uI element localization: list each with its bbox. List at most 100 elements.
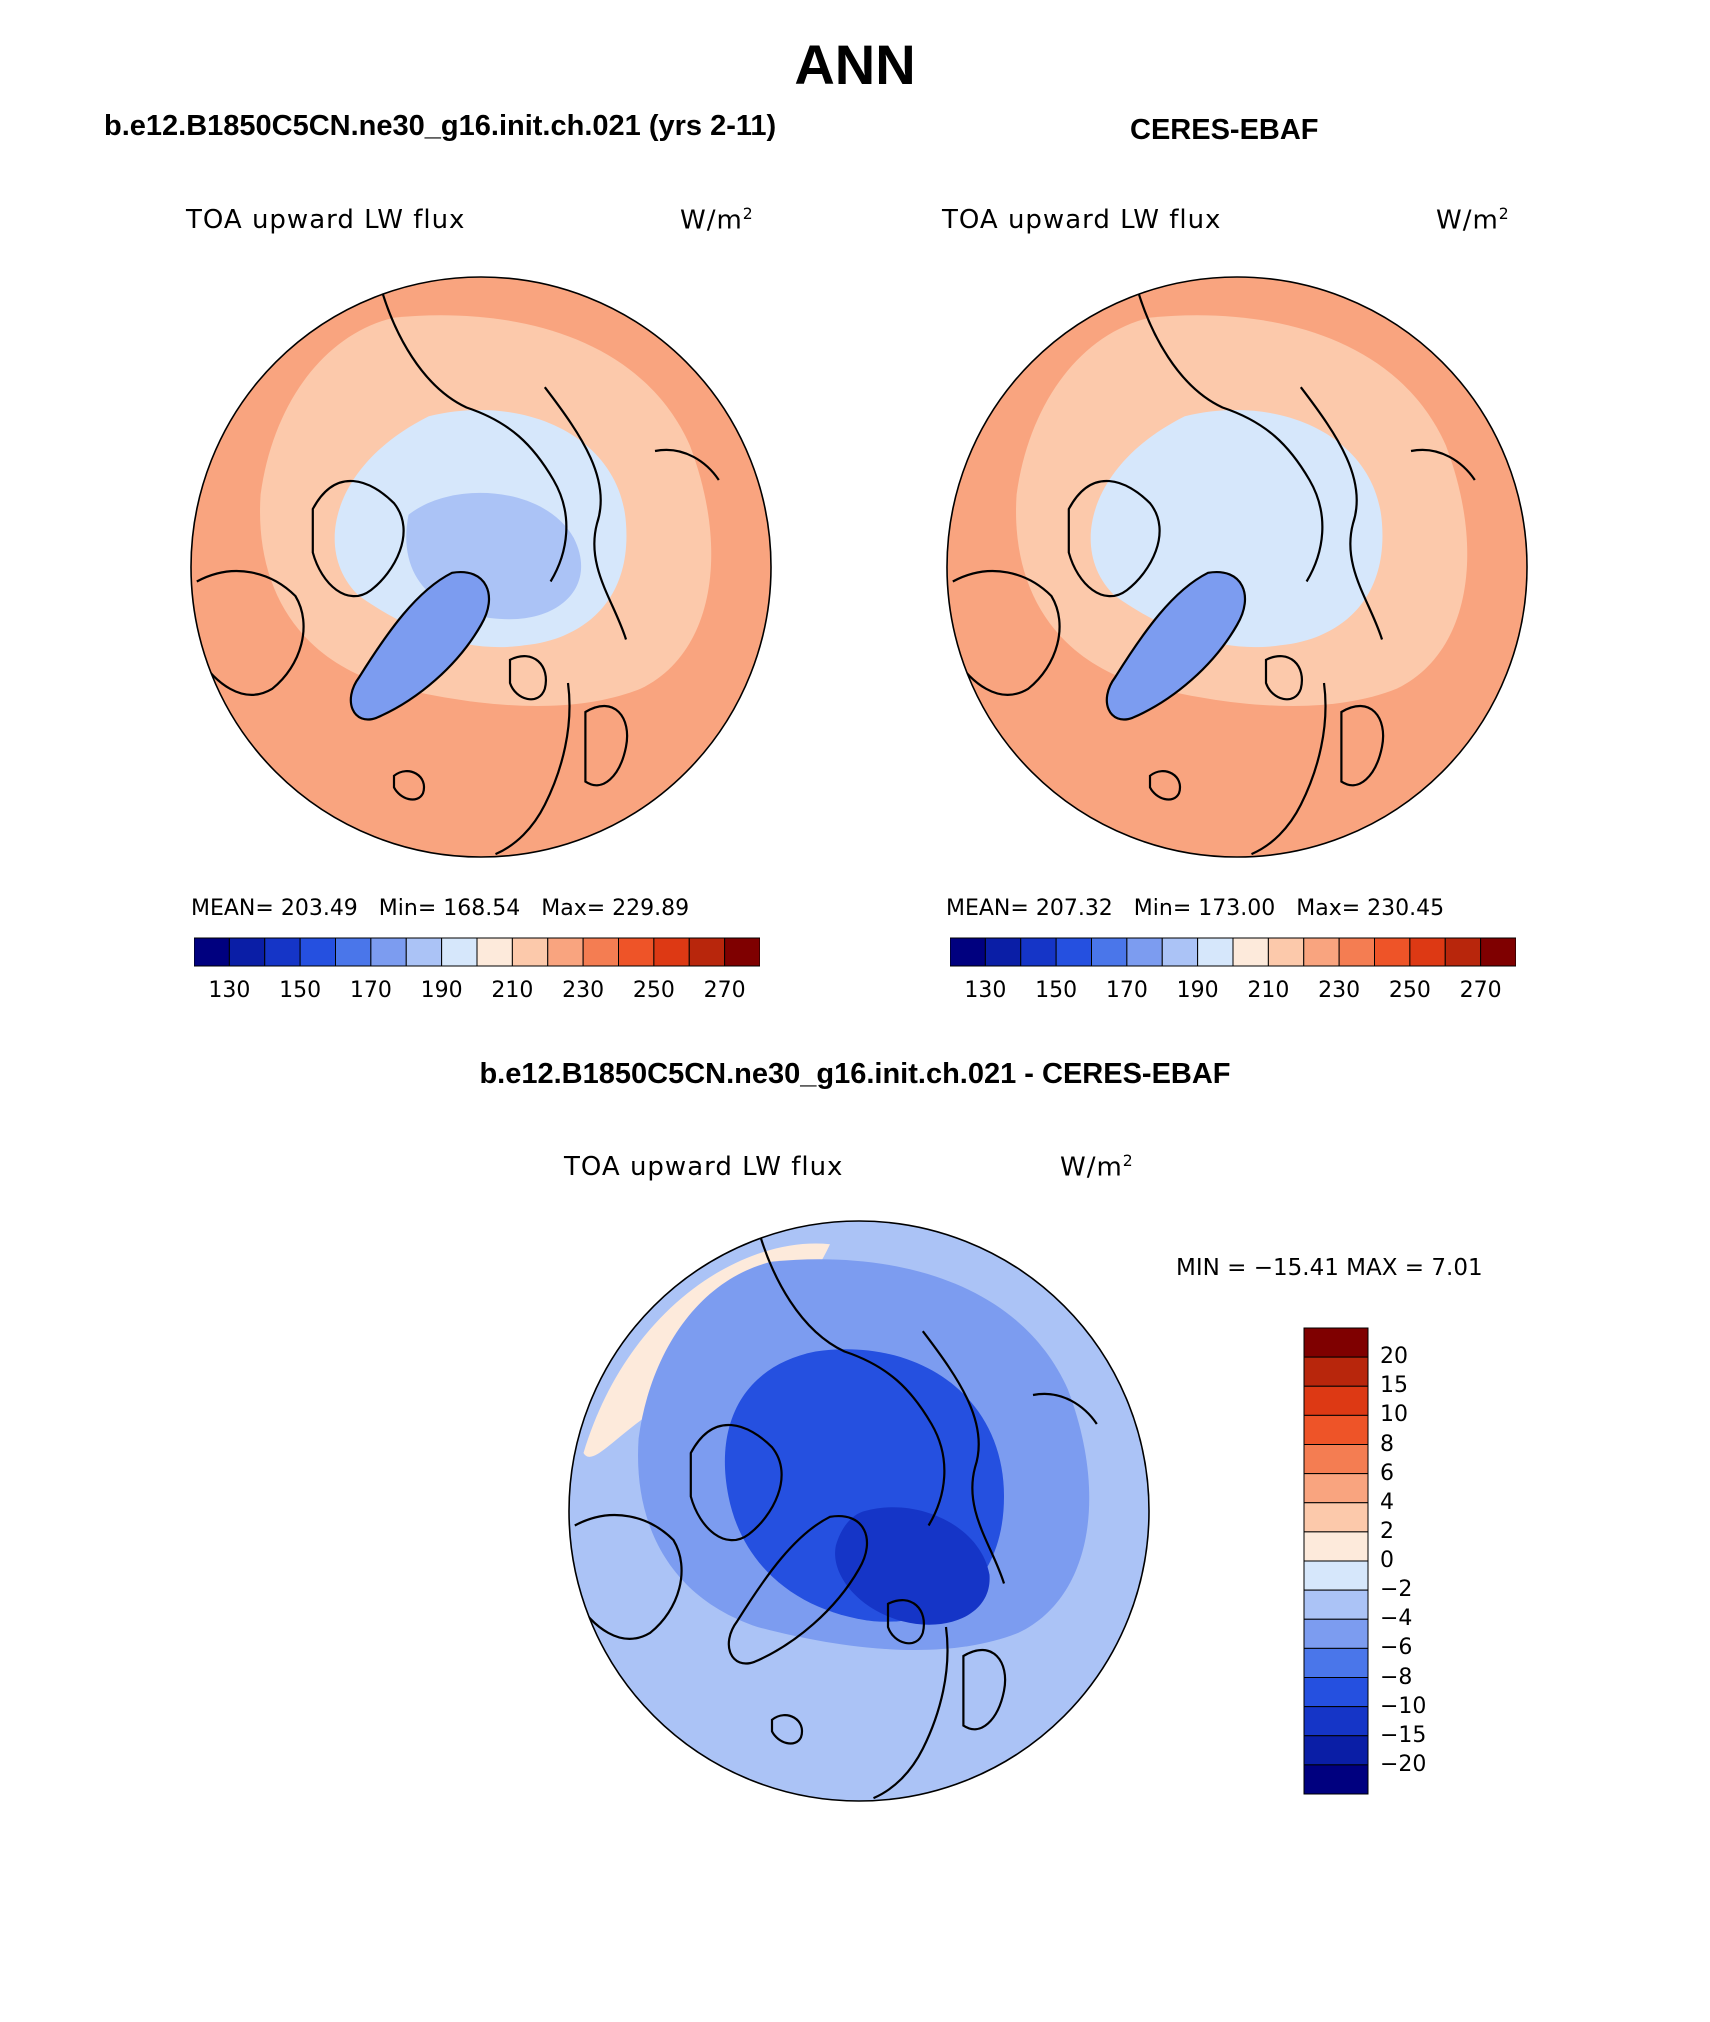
model-coastline: [311, 479, 405, 598]
model-colorbar-box: [441, 937, 478, 967]
model-min-label: Min=: [378, 896, 437, 921]
diff-units-label: W/m2: [1060, 1152, 1134, 1183]
model-stats: MEAN= 203.49 Min= 168.54 Max= 229.89: [191, 896, 689, 921]
diff-coastline: [756, 1226, 946, 1527]
obs-colorbar-tick-label: 130: [964, 978, 1007, 1003]
obs-map-border: [946, 276, 1528, 858]
obs-coastlines: [951, 282, 1476, 856]
obs-colorbar-tick-label: 250: [1388, 978, 1431, 1003]
diff-coastlines: [573, 1226, 1098, 1800]
diff-colorbar-ticks: 20 15 10 8 6 4 2 0 −2 −4 −6 −8 −10 −15 −20: [1380, 1326, 1480, 1796]
obs-colorbar-box: [1374, 937, 1411, 967]
diff-colorbar-tick-label: −4: [1380, 1606, 1413, 1632]
diff-colorbar-box: [1303, 1327, 1369, 1358]
diff-colorbar-box: [1303, 1531, 1369, 1562]
obs-colorbar: [950, 937, 1516, 967]
obs-colorbar-tick-label: 190: [1176, 978, 1219, 1003]
model-variable-label: TOA upward LW flux: [186, 205, 466, 235]
obs-colorbar-box: [1126, 937, 1163, 967]
obs-colorbar-box: [1055, 937, 1092, 967]
diff-colorbar-tick-label: 10: [1380, 1402, 1408, 1428]
obs-colorbar-box: [1444, 937, 1482, 967]
diff-colorbar-tick-label: −15: [1380, 1722, 1427, 1748]
obs-max-value: 230.45: [1367, 896, 1445, 921]
obs-colorbar-box: [1409, 937, 1446, 967]
model-colorbar-box: [653, 937, 690, 967]
obs-coastline: [1067, 479, 1161, 598]
obs-coastline: [951, 569, 1061, 696]
model-max-label: Max=: [541, 896, 606, 921]
obs-polar-map: [946, 276, 1528, 858]
diff-colorbar-box: [1303, 1589, 1369, 1620]
model-case-title: b.e12.B1850C5CN.ne30_g16.init.ch.021 (yr…: [104, 110, 777, 142]
obs-coastline: [1410, 448, 1476, 481]
obs-units-label: W/m2: [1436, 205, 1510, 236]
obs-colorbar-box: [1338, 937, 1375, 967]
obs-variable-label: TOA upward LW flux: [942, 205, 1222, 235]
model-colorbar-tick-label: 270: [703, 978, 746, 1003]
diff-colorbar-box: [1303, 1560, 1369, 1591]
obs-case-title: CERES-EBAF: [1130, 114, 1319, 146]
diff-coastline: [962, 1649, 1007, 1731]
diff-coastline: [921, 1330, 1006, 1584]
obs-colorbar-box: [984, 937, 1022, 967]
diff-variable-label: TOA upward LW flux: [564, 1152, 844, 1182]
model-max-value: 229.89: [612, 896, 690, 921]
obs-coastline: [1264, 655, 1303, 701]
diff-colorbar-tick-label: −10: [1380, 1693, 1427, 1719]
diff-colorbar: [1303, 1327, 1369, 1795]
diff-colorbar-box: [1303, 1647, 1369, 1678]
diff-colorbar-tick-label: 4: [1380, 1489, 1394, 1515]
diff-coastline: [873, 1626, 949, 1800]
diff-colorbar-box: [1303, 1677, 1369, 1708]
diff-coastline: [573, 1513, 683, 1640]
obs-colorbar-box: [1091, 937, 1128, 967]
model-colorbar-box: [228, 937, 266, 967]
obs-min-value: 173.00: [1198, 896, 1276, 921]
diff-coastline: [689, 1423, 783, 1542]
diff-colorbar-box: [1303, 1735, 1369, 1766]
obs-mean-label: MEAN=: [946, 896, 1029, 921]
diff-coastline: [886, 1599, 925, 1645]
model-colorbar-tick-label: 190: [420, 978, 463, 1003]
model-colorbar-box: [511, 937, 549, 967]
diff-colorbar-tick-label: −6: [1380, 1635, 1413, 1661]
model-colorbar-tick-label: 150: [279, 978, 322, 1003]
obs-colorbar-tick-label: 230: [1318, 978, 1361, 1003]
model-colorbar-box: [405, 937, 443, 967]
model-colorbar-box: [476, 937, 513, 967]
obs-coastline: [1105, 570, 1246, 721]
model-colorbar-box: [299, 937, 336, 967]
model-colorbar-box: [264, 937, 301, 967]
obs-colorbar-box: [1161, 937, 1199, 967]
model-colorbar-box: [335, 937, 372, 967]
obs-mean-value: 207.32: [1035, 896, 1113, 921]
diff-colorbar-tick-label: 6: [1380, 1460, 1394, 1486]
diff-stats: MIN = −15.41 MAX = 7.01: [1176, 1255, 1483, 1281]
obs-colorbar-box: [1020, 937, 1057, 967]
model-coastline: [584, 705, 629, 787]
model-coastline: [195, 569, 305, 696]
diff-colorbar-box: [1303, 1356, 1369, 1387]
figure-title: ANN: [794, 33, 916, 96]
model-colorbar-tick-label: 210: [491, 978, 534, 1003]
obs-stats: MEAN= 207.32 Min= 173.00 Max= 230.45: [946, 896, 1444, 921]
obs-coastline: [1340, 705, 1385, 787]
diff-colorbar-box: [1303, 1764, 1369, 1795]
diff-colorbar-box: [1303, 1385, 1369, 1416]
diff-colorbar-box: [1303, 1502, 1369, 1533]
obs-colorbar-tick-label: 270: [1459, 978, 1502, 1003]
model-colorbar-box: [618, 937, 655, 967]
obs-colorbar-tick-label: 170: [1105, 978, 1148, 1003]
model-mean-label: MEAN=: [191, 896, 274, 921]
obs-colorbar-box: [1480, 937, 1516, 967]
diff-colorbar-box: [1303, 1444, 1369, 1475]
obs-region-greenland-ice-sheet: [1106, 572, 1245, 720]
diff-colorbar-tick-label: 15: [1380, 1373, 1408, 1399]
model-colorbar-box: [582, 937, 619, 967]
diff-colorbar-tick-label: −20: [1380, 1751, 1427, 1777]
model-colorbar-tick-label: 170: [349, 978, 392, 1003]
model-colorbar-tick-label: 250: [632, 978, 675, 1003]
diff-coastline: [727, 1514, 868, 1665]
obs-colorbar-ticks: 130 150 170 190 210 230 250 270: [950, 976, 1516, 1006]
